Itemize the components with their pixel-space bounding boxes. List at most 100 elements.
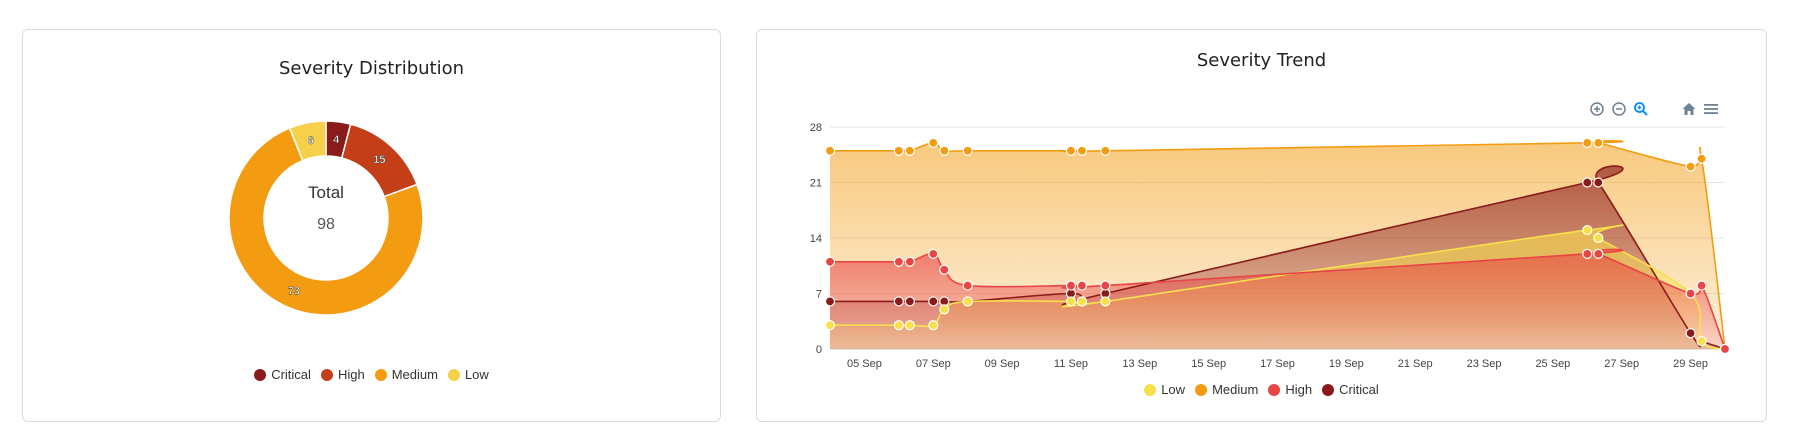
point-high[interactable] [962,280,973,291]
point-low[interactable] [1696,335,1707,347]
point-low[interactable] [1100,296,1111,307]
x-tick-label: 15 Sep [1191,358,1226,370]
y-tick-label: 14 [810,233,822,245]
point-low[interactable] [893,320,904,331]
x-tick-label: 25 Sep [1535,358,1570,370]
legend-marker-high [320,368,333,381]
trend-legend-label-low: Low [1161,382,1186,397]
point-medium[interactable] [1076,145,1088,156]
home-icon[interactable] [1680,100,1698,118]
point-low[interactable] [1076,296,1088,307]
donut-data-label-critical: 4 [333,134,340,146]
point-medium[interactable] [1065,145,1077,156]
legend-item-medium[interactable]: Medium [374,367,438,382]
point-low[interactable] [1582,224,1593,236]
donut-data-label-high: 15 [373,154,385,166]
point-medium[interactable] [1582,137,1593,148]
trend-legend-marker-medium [1195,383,1208,396]
point-low[interactable] [928,320,939,331]
donut-center-label: Total [308,183,344,202]
series-line-high[interactable] [830,248,1726,350]
donut-chart-title: Severity Distribution [278,58,465,79]
point-critical[interactable] [1685,328,1696,339]
severity-distribution-card: Severity Distribution 4 15 73 6 Total 98 Cr… [22,29,721,422]
point-critical[interactable] [928,296,939,307]
point-high[interactable] [1076,280,1088,291]
point-high[interactable] [893,256,904,267]
legend-label-critical: Critical [271,367,311,382]
trend-legend-item-high[interactable]: High [1268,382,1312,397]
legend-label-low: Low [464,367,489,382]
point-high[interactable] [824,256,836,267]
x-tick-label: 27 Sep [1604,358,1639,370]
point-low[interactable] [1065,296,1077,307]
legend-label-high: High [337,367,365,382]
trend-legend-item-critical[interactable]: Critical [1322,382,1379,397]
donut-data-label-medium: 73 [288,286,300,298]
legend-item-critical[interactable]: Critical [254,367,311,382]
point-high[interactable] [1065,280,1077,291]
point-critical[interactable] [904,296,915,307]
point-critical[interactable] [824,296,836,307]
donut-legend: Critical High Medium Low [23,367,720,384]
point-medium[interactable] [893,145,904,156]
point-critical[interactable] [1582,177,1593,188]
zoom-out-icon[interactable] [1610,100,1628,118]
menu-icon[interactable] [1702,100,1720,118]
trend-chart: 0 7 14 21 28 05 Sep 07 Sep 09 Sep 11 Sep 13 Sep 1… [810,122,1731,370]
trend-legend-marker-high [1268,383,1281,396]
point-medium[interactable] [1696,153,1707,164]
x-tick-label: 19 Sep [1329,358,1364,370]
donut-slice-low[interactable] [288,120,327,162]
x-tick-label: 21 Sep [1398,358,1433,370]
donut-slice-medium[interactable] [228,127,424,316]
point-high[interactable] [1100,280,1111,291]
point-low[interactable] [962,296,973,307]
zoom-select-icon[interactable] [1632,100,1650,118]
legend-marker-medium [374,368,387,381]
point-high[interactable] [1719,343,1731,355]
trend-legend: Low Medium High Critical [757,382,1766,399]
point-high[interactable] [1593,248,1604,259]
trend-legend-label-critical: Critical [1339,382,1379,397]
x-tick-label: 17 Sep [1260,358,1295,370]
point-medium[interactable] [1593,137,1604,148]
zoom-in-icon[interactable] [1588,100,1606,118]
point-high[interactable] [928,248,939,259]
point-high[interactable] [1685,288,1696,299]
point-high[interactable] [904,256,915,267]
x-tick-label: 29 Sep [1673,358,1708,370]
point-low[interactable] [904,320,915,331]
point-medium[interactable] [1100,145,1111,156]
x-tick-label: 23 Sep [1467,358,1502,370]
point-medium[interactable] [939,145,950,156]
point-high[interactable] [1582,248,1593,259]
point-medium[interactable] [928,137,939,148]
point-high[interactable] [1696,280,1707,291]
point-medium[interactable] [1685,161,1696,172]
x-tick-label: 05 Sep [847,358,882,370]
point-low[interactable] [939,304,950,315]
series-line-low[interactable] [830,224,1726,350]
trend-legend-marker-critical [1322,383,1335,396]
legend-item-low[interactable]: Low [447,367,489,382]
point-high[interactable] [939,264,950,275]
trend-legend-item-low[interactable]: Low [1144,382,1185,397]
point-low[interactable] [1593,232,1604,244]
y-tick-label: 28 [810,122,822,134]
y-tick-label: 21 [810,178,822,190]
point-medium[interactable] [824,145,836,156]
donut-center-value: 98 [317,216,335,233]
trend-legend-item-medium[interactable]: Medium [1195,382,1258,397]
point-low[interactable] [824,320,836,331]
trend-legend-label-high: High [1285,382,1313,397]
series-line-critical[interactable] [830,165,1726,350]
point-critical[interactable] [893,296,904,307]
legend-item-high[interactable]: High [320,367,365,382]
x-tick-label: 11 Sep [1054,358,1088,370]
point-medium[interactable] [904,145,915,156]
point-medium[interactable] [962,145,973,156]
donut-chart: 4 15 73 6 Total 98 [228,120,424,316]
point-critical[interactable] [1593,177,1604,188]
severity-trend-card: Severity Trend 0 7 14 21 28 05 Sep 07 Sep 09 S… [756,29,1767,422]
